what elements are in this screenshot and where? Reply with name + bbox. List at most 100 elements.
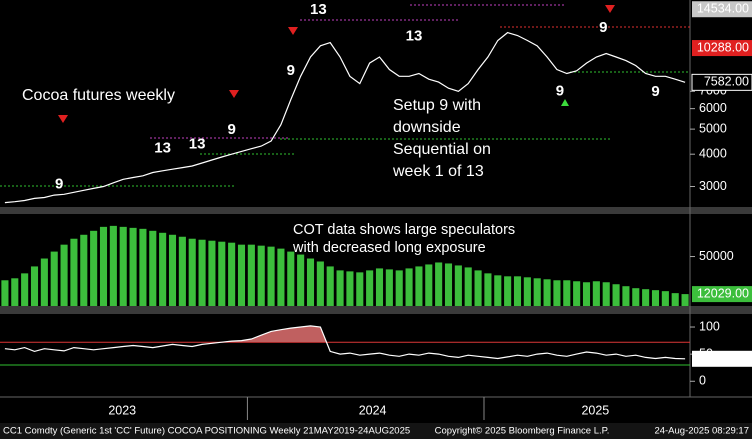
x-tick-label: 2024 bbox=[359, 403, 387, 417]
price-marker: 10288.00 bbox=[697, 40, 749, 54]
line bbox=[4, 325, 686, 360]
annotation: Sequential on bbox=[393, 141, 491, 158]
annotation: Setup 9 with bbox=[393, 97, 481, 114]
bar bbox=[454, 265, 462, 306]
bar bbox=[198, 239, 206, 306]
td-count: 9 bbox=[599, 19, 607, 36]
bar bbox=[208, 240, 216, 306]
td-count: 9 bbox=[227, 121, 235, 138]
bar bbox=[326, 266, 334, 306]
price-marker: 14534.00 bbox=[697, 2, 749, 16]
bar bbox=[109, 225, 117, 306]
last-value-label-box bbox=[692, 286, 752, 303]
td-count: 9 bbox=[651, 83, 659, 100]
bar bbox=[336, 270, 344, 306]
bar bbox=[415, 266, 423, 306]
bar bbox=[671, 293, 679, 306]
footer-bar bbox=[0, 423, 752, 439]
bar bbox=[168, 234, 177, 306]
bar bbox=[129, 227, 137, 306]
bar bbox=[99, 226, 108, 306]
bar bbox=[651, 290, 660, 306]
bar bbox=[316, 261, 324, 306]
bar bbox=[642, 289, 650, 306]
bar bbox=[247, 244, 255, 306]
bar bbox=[632, 288, 640, 306]
bar bbox=[346, 271, 354, 306]
buy-arrow bbox=[561, 99, 569, 106]
td-count: 13 bbox=[154, 140, 171, 157]
panel-separator bbox=[0, 207, 752, 214]
bar bbox=[139, 228, 147, 306]
bar bbox=[444, 263, 453, 306]
annotation: Cocoa futures weekly bbox=[22, 87, 175, 104]
last-value-label-box bbox=[692, 350, 752, 367]
y-tick-label: 3000 bbox=[699, 179, 727, 193]
footer-left: CC1 Comdty (Generic 1st 'CC' Future) COC… bbox=[3, 426, 410, 437]
annotation: with decreased long exposure bbox=[292, 240, 486, 256]
y-tick-label: 0 bbox=[699, 374, 706, 388]
y-tick-label: 50000 bbox=[699, 249, 734, 263]
y-tick-label: 4000 bbox=[699, 146, 727, 160]
last-value-label: 12029.00 bbox=[697, 286, 749, 300]
bar bbox=[513, 276, 522, 306]
annotation: COT data shows large speculators bbox=[293, 222, 515, 238]
bar bbox=[159, 232, 167, 306]
price-marker-box bbox=[692, 40, 752, 57]
sell-arrow bbox=[605, 5, 615, 13]
bar bbox=[149, 230, 157, 306]
bar bbox=[40, 258, 48, 306]
bar bbox=[119, 226, 127, 306]
bar bbox=[553, 280, 561, 306]
footer-right: 24-Aug-2025 08:29:17 bbox=[654, 426, 749, 437]
bar bbox=[267, 246, 275, 306]
bar bbox=[592, 281, 600, 306]
x-tick-label: 2023 bbox=[108, 403, 136, 417]
last-value-label: 41.4189 bbox=[704, 351, 749, 365]
annotation: week 1 of 13 bbox=[392, 163, 484, 180]
bar bbox=[661, 291, 669, 306]
bar bbox=[60, 244, 68, 306]
sell-arrow bbox=[229, 90, 239, 98]
bar bbox=[70, 238, 78, 306]
td-count: 9 bbox=[55, 176, 63, 193]
bar bbox=[11, 278, 19, 306]
bar bbox=[484, 273, 492, 306]
bar bbox=[425, 264, 433, 306]
bar bbox=[385, 269, 393, 306]
bar bbox=[523, 277, 531, 306]
bar bbox=[237, 244, 246, 306]
bar bbox=[80, 234, 88, 306]
y-tick-label: 100 bbox=[699, 319, 720, 333]
bar bbox=[1, 280, 9, 306]
bar bbox=[287, 251, 295, 306]
bar bbox=[622, 286, 630, 306]
bar bbox=[405, 268, 413, 306]
line bbox=[4, 31, 686, 204]
bar bbox=[681, 294, 689, 306]
td-count: 13 bbox=[189, 136, 206, 153]
bar bbox=[504, 276, 512, 306]
bar bbox=[306, 258, 315, 306]
bar bbox=[464, 267, 472, 306]
bar bbox=[474, 270, 482, 306]
bar bbox=[257, 245, 265, 306]
bar bbox=[494, 275, 502, 306]
bar bbox=[563, 280, 571, 306]
td-count: 9 bbox=[287, 62, 295, 79]
bar bbox=[573, 281, 581, 306]
td-count: 9 bbox=[556, 82, 564, 99]
td-count: 13 bbox=[406, 27, 423, 44]
bar bbox=[228, 242, 236, 306]
bar bbox=[602, 282, 610, 306]
sell-arrow bbox=[58, 115, 68, 123]
bar bbox=[277, 248, 285, 306]
bar bbox=[435, 262, 443, 306]
bar bbox=[582, 282, 591, 306]
bar bbox=[178, 236, 186, 306]
bar bbox=[612, 284, 620, 306]
bar bbox=[90, 230, 98, 306]
